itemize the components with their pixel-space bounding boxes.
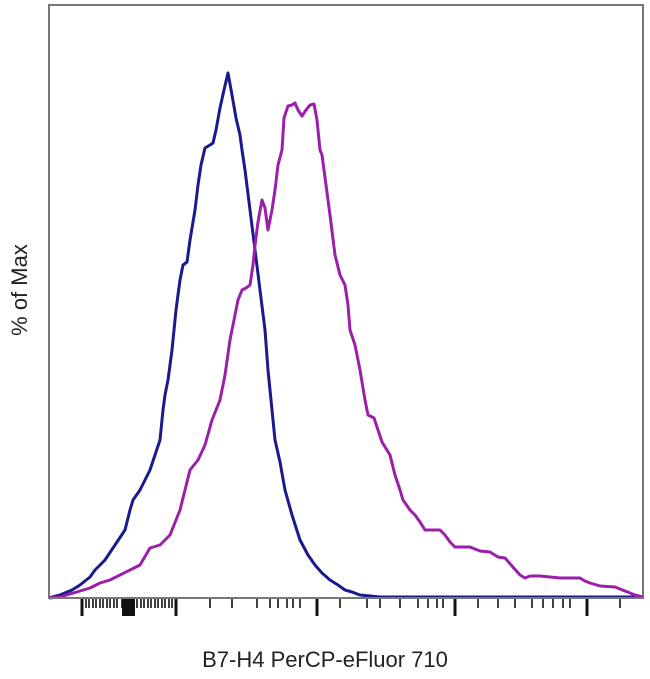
dense-tick-block	[122, 598, 135, 616]
x-axis-ticks	[80, 598, 621, 616]
isotype-control-curve	[48, 71, 643, 600]
x-axis-label: B7-H4 PerCP-eFluor 710	[202, 647, 448, 672]
b7-h4-curve	[48, 101, 644, 600]
y-axis-label: % of Max	[7, 244, 32, 336]
